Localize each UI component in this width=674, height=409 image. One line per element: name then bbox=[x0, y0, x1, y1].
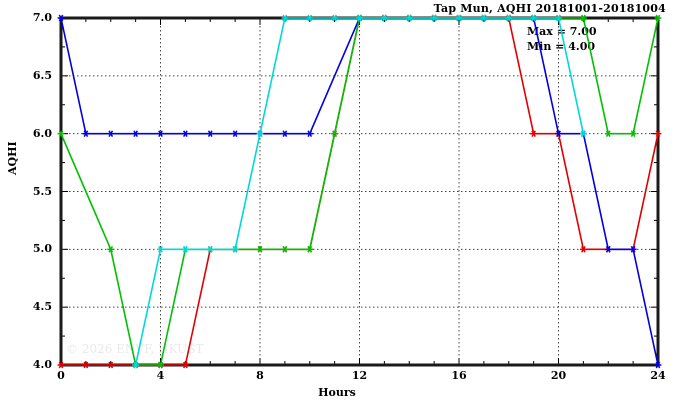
data-marker bbox=[431, 14, 437, 22]
data-marker bbox=[282, 246, 288, 253]
data-marker bbox=[108, 361, 114, 369]
data-marker bbox=[630, 246, 636, 253]
data-marker bbox=[58, 130, 64, 137]
data-marker bbox=[581, 14, 586, 22]
data-marker bbox=[531, 130, 536, 137]
data-marker bbox=[158, 130, 163, 137]
data-marker bbox=[133, 130, 138, 137]
x-tick-label: 0 bbox=[57, 369, 65, 382]
data-marker bbox=[282, 14, 288, 22]
data-marker bbox=[158, 361, 163, 369]
data-marker bbox=[307, 14, 313, 22]
series-20181004 bbox=[132, 14, 587, 369]
x-tick-label: 4 bbox=[156, 369, 165, 382]
x-tick-label: 8 bbox=[256, 369, 264, 382]
data-marker bbox=[605, 130, 611, 137]
data-marker bbox=[581, 130, 586, 137]
data-marker bbox=[307, 246, 313, 253]
data-marker bbox=[332, 130, 337, 137]
data-marker bbox=[282, 130, 288, 137]
y-tick-label: 7.0 bbox=[32, 11, 52, 24]
data-marker bbox=[183, 361, 188, 369]
data-marker bbox=[58, 361, 64, 369]
y-tick-label: 4.5 bbox=[32, 300, 52, 314]
data-marker bbox=[655, 14, 661, 22]
data-marker bbox=[307, 130, 313, 137]
data-marker bbox=[58, 14, 64, 22]
data-marker bbox=[630, 130, 636, 137]
data-marker bbox=[257, 130, 263, 137]
data-marker bbox=[605, 246, 611, 253]
data-marker bbox=[481, 14, 487, 22]
data-marker bbox=[108, 246, 114, 253]
x-tick-label: 24 bbox=[650, 369, 666, 382]
x-axis-label: Hours bbox=[318, 386, 356, 399]
data-marker bbox=[108, 130, 114, 137]
x-tick-label: 12 bbox=[351, 369, 368, 382]
data-marker bbox=[183, 246, 188, 253]
data-marker bbox=[357, 14, 362, 22]
legend-min: Min = 4.00 bbox=[527, 40, 596, 53]
data-marker bbox=[83, 130, 89, 137]
data-marker bbox=[531, 14, 536, 22]
data-marker bbox=[655, 361, 661, 369]
y-tick-label: 6.0 bbox=[32, 126, 52, 140]
data-marker bbox=[133, 361, 138, 369]
data-marker bbox=[581, 246, 586, 253]
data-marker bbox=[382, 14, 387, 22]
x-tick-label: 16 bbox=[451, 369, 467, 382]
data-marker bbox=[183, 130, 188, 137]
data-marker bbox=[257, 246, 263, 253]
watermark: © 2026 ENVF, HKUST bbox=[66, 342, 204, 356]
y-tick-label: 5.5 bbox=[32, 184, 52, 198]
data-marker bbox=[207, 130, 213, 137]
data-marker bbox=[232, 246, 238, 253]
data-marker bbox=[456, 14, 462, 22]
y-tick-label: 4.0 bbox=[32, 358, 52, 371]
data-marker bbox=[406, 14, 412, 22]
data-marker bbox=[506, 14, 512, 22]
data-marker bbox=[556, 14, 561, 22]
data-marker bbox=[207, 246, 213, 253]
data-marker bbox=[332, 14, 337, 22]
data-marker bbox=[158, 246, 163, 253]
data-marker bbox=[232, 130, 238, 137]
data-marker bbox=[556, 130, 561, 137]
y-tick-label: 5.0 bbox=[32, 242, 52, 256]
y-tick-label: 6.5 bbox=[32, 68, 52, 82]
x-tick-label: 20 bbox=[550, 369, 567, 382]
chart-title: Tap Mun, AQHI 20181001-20181004 bbox=[433, 2, 666, 15]
data-marker bbox=[655, 130, 661, 137]
data-marker bbox=[83, 361, 89, 369]
